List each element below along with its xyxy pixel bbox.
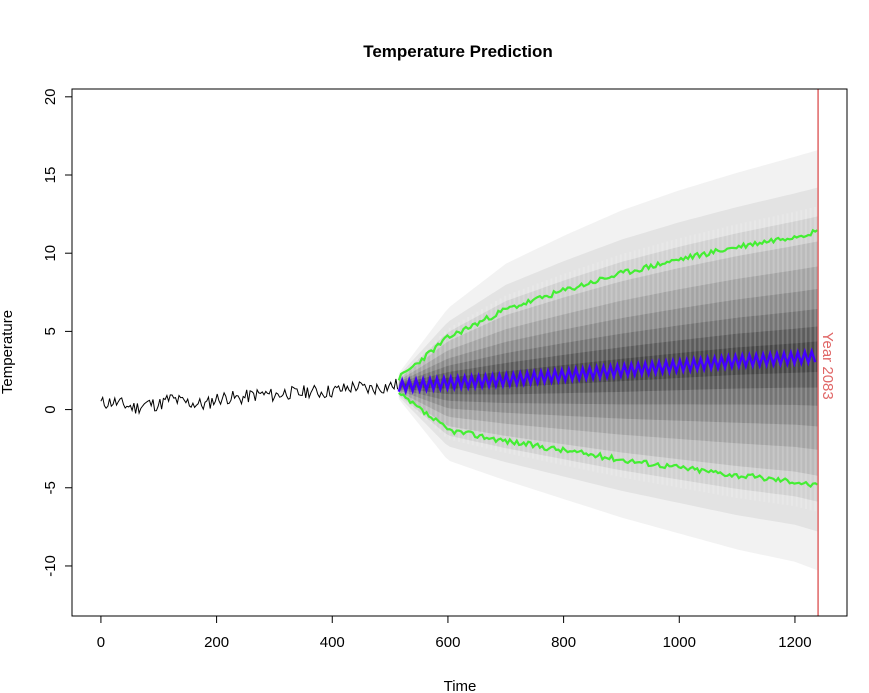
plot-area: Year 2083 (100, 89, 836, 616)
y-tick-label: 20 (42, 88, 59, 105)
y-tick-label: -5 (42, 481, 59, 494)
fan-band-8 (398, 326, 819, 395)
fan-band-3 (398, 216, 819, 502)
upper-bound-line (397, 228, 819, 381)
reference-line-label: Year 2083 (819, 332, 836, 400)
fan-band-2 (398, 187, 819, 532)
y-tick-label: 5 (42, 327, 59, 335)
forecast-mean-line (397, 347, 817, 396)
x-tick-label: 600 (435, 634, 460, 651)
fan-band-9 (398, 341, 819, 389)
x-tick-label: 1000 (663, 634, 696, 651)
x-tick-label: 0 (97, 634, 105, 651)
forecast-fan (398, 149, 819, 571)
y-tick-label: -10 (42, 555, 59, 577)
y-tick-label: 15 (42, 167, 59, 184)
x-axis: 0 200 400 600 800 1000 1200 (97, 615, 812, 651)
observed-series-line (100, 378, 399, 416)
fan-band-1 (398, 149, 819, 571)
y-tick-label: 10 (42, 245, 59, 262)
y-axis-label: Temperature (0, 310, 16, 394)
x-tick-label: 1200 (778, 634, 811, 651)
x-tick-label: 800 (551, 634, 576, 651)
x-tick-label: 400 (320, 634, 345, 651)
chart-title: Temperature Prediction (363, 42, 553, 61)
x-axis-label: Time (444, 678, 477, 693)
y-axis: -10 -5 0 5 10 15 20 (42, 88, 73, 577)
y-tick-label: 0 (42, 405, 59, 413)
x-tick-label: 200 (204, 634, 229, 651)
fan-band-5 (398, 266, 819, 450)
fan-stripes (397, 206, 817, 512)
fan-band-6 (398, 288, 819, 427)
fan-band-4 (398, 241, 819, 476)
lower-bound-line (398, 392, 819, 488)
